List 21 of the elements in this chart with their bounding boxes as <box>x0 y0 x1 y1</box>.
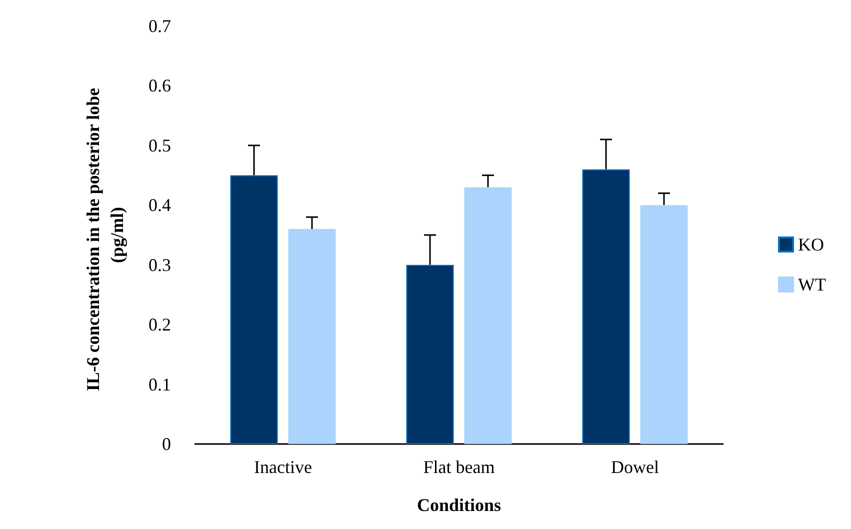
y-tick-label: 0.1 <box>148 374 171 394</box>
x-axis-title: Conditions <box>416 495 502 515</box>
y-tick-label: 0.6 <box>148 76 171 96</box>
legend-label: KO <box>798 234 824 254</box>
x-tick-label: Inactive <box>254 457 312 477</box>
y-tick-label: 0.4 <box>148 195 171 216</box>
y-tick-label: 0.7 <box>148 16 171 36</box>
bar <box>582 169 630 444</box>
bar <box>406 264 454 444</box>
bar <box>288 229 336 444</box>
legend-label: WT <box>798 274 826 294</box>
y-tick-label: 0.2 <box>148 314 171 335</box>
y-tick-label: 0.5 <box>148 135 171 156</box>
bar <box>230 175 278 444</box>
y-tick-label: 0 <box>162 434 171 454</box>
x-tick-label: Dowel <box>611 457 659 477</box>
bar <box>640 205 688 444</box>
y-tick-label: 0.3 <box>148 254 171 275</box>
bar <box>464 187 512 444</box>
y-axis-title: IL-6 concentration in the posterior lobe (pg/ml) <box>83 78 127 392</box>
x-tick-label: Flat beam <box>423 457 495 477</box>
